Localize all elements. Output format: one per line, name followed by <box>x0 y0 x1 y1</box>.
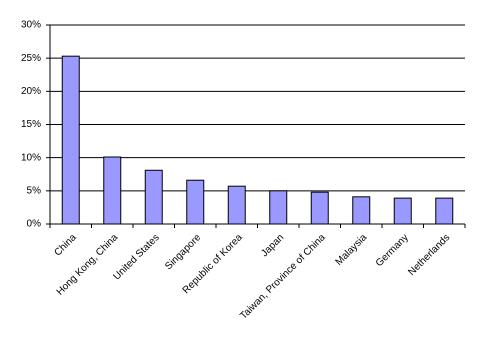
y-tick-label: 15% <box>21 119 41 130</box>
bar <box>393 197 412 225</box>
bar <box>186 179 205 225</box>
y-tick-label: 10% <box>21 152 41 163</box>
x-tick-label: Germany <box>374 232 411 269</box>
bar <box>227 185 246 225</box>
bar <box>310 191 329 225</box>
y-tick-label: 20% <box>21 86 41 97</box>
x-tick-label: Malaysia <box>334 232 370 268</box>
bar <box>435 197 454 225</box>
bar <box>103 156 122 225</box>
y-tick-label: 0% <box>27 219 42 230</box>
x-tick-label: Japan <box>259 232 286 259</box>
x-tick-label: Taiwan, Province of China <box>238 232 328 322</box>
x-tick-label: Netherlands <box>406 232 452 278</box>
bar <box>61 55 80 225</box>
bar <box>144 169 163 225</box>
bar <box>269 190 288 225</box>
bar <box>352 196 371 225</box>
x-tick-label: Singapore <box>163 232 203 272</box>
y-tick-label: 25% <box>21 53 41 64</box>
y-tick-label: 30% <box>21 20 41 31</box>
y-tick-label: 5% <box>27 185 42 196</box>
x-tick-label: China <box>52 232 79 259</box>
